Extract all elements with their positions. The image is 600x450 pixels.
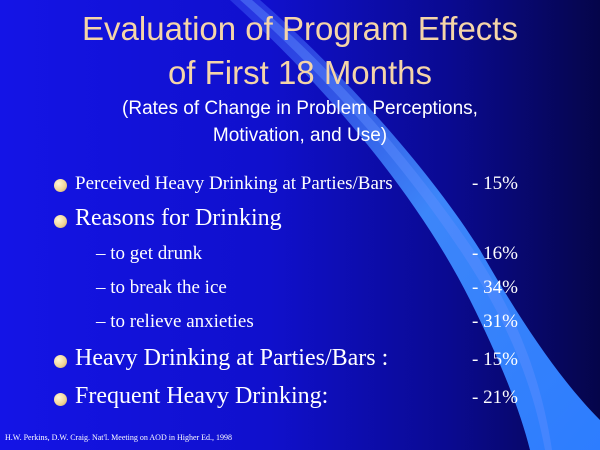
sub-bullet-value: - 31%: [472, 311, 518, 332]
bullet-label: Reasons for Drinking: [75, 205, 282, 231]
sub-bullet-item: – to break the ice - 34%: [0, 277, 600, 305]
slide-title-line2: of First 18 Months: [167, 54, 433, 91]
bullet-icon: [54, 355, 67, 368]
sub-bullet-label: – to break the ice: [96, 277, 227, 298]
slide-title-line1: Evaluation of Program Effects: [82, 10, 518, 47]
bullet-icon: [54, 393, 67, 406]
bullet-item: Frequent Heavy Drinking: - 21%: [0, 382, 600, 414]
bullet-label: Frequent Heavy Drinking:: [75, 383, 329, 409]
sub-bullet-item: – to get drunk - 16%: [0, 243, 600, 271]
bullet-icon: [54, 179, 67, 192]
slide-subtitle-line2: Motivation, and Use): [212, 125, 388, 146]
slide-subtitle-line1: (Rates of Change in Problem Perceptions,: [122, 98, 478, 119]
sub-bullet-label: – to get drunk: [96, 243, 203, 264]
bullet-icon: [54, 215, 67, 228]
sub-bullet-value: - 34%: [472, 277, 518, 298]
bullet-item: Perceived Heavy Drinking at Parties/Bars…: [0, 171, 600, 201]
sub-bullet-value: - 16%: [472, 243, 518, 264]
bullet-value: - 21%: [472, 387, 518, 408]
bullet-item: Heavy Drinking at Parties/Bars : - 15%: [0, 344, 600, 376]
bullet-label: Perceived Heavy Drinking at Parties/Bars: [75, 173, 393, 194]
bullet-label: Heavy Drinking at Parties/Bars :: [75, 345, 389, 371]
bullet-value: - 15%: [472, 173, 518, 194]
bullet-item: Reasons for Drinking: [0, 203, 600, 237]
sub-bullet-item: – to relieve anxieties - 31%: [0, 311, 600, 339]
sub-bullet-label: – to relieve anxieties: [96, 311, 254, 332]
bullet-value: - 15%: [472, 349, 518, 370]
footer-citation: H.W. Perkins, D.W. Craig. Nat'l. Meeting…: [5, 433, 233, 442]
